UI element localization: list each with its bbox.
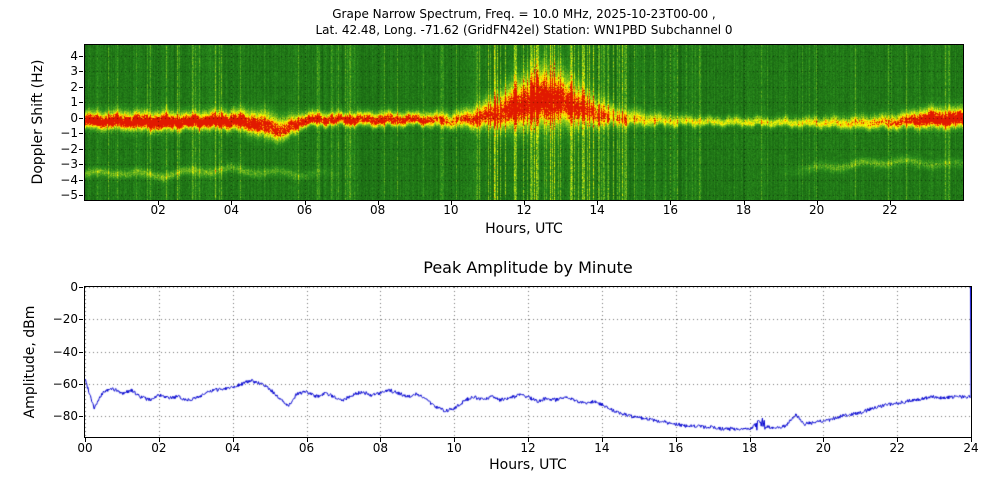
amplitude-xtick-mark: [306, 438, 308, 442]
amplitude-xtick-label: 06: [298, 441, 315, 455]
amplitude-xtick-label: 12: [520, 441, 536, 455]
spectrogram-xtick-mark: [816, 201, 818, 205]
spectrogram-xlabel: Hours, UTC: [485, 221, 563, 237]
spectrogram-xtick-label: 08: [370, 203, 386, 217]
spectrogram-xtick-mark: [597, 201, 599, 205]
amplitude-xtick-mark: [380, 438, 382, 442]
spectrogram-ytick-label: 4: [70, 48, 78, 63]
spectrogram-xtick-mark: [524, 201, 525, 205]
amplitude-xtick-label: 18: [741, 441, 758, 455]
spectrogram-ytick-mark: [79, 71, 83, 73]
amplitude-ytick-mark: [79, 319, 83, 321]
amplitude-title: Peak Amplitude by Minute: [423, 258, 633, 277]
amplitude-xtick-mark: [528, 438, 529, 442]
spectrogram-xtick-mark: [889, 201, 891, 205]
spectrogram-xtick-mark: [670, 201, 672, 205]
spectrogram-plot: [84, 44, 964, 201]
amplitude-ylabel: Amplitude, dBm: [22, 305, 38, 419]
spectrogram-ytick-mark: [79, 133, 83, 135]
spectrogram-ytick-mark: [79, 195, 83, 197]
spectrogram-ytick-label: 1: [70, 95, 78, 110]
spectrogram-xtick-label: 02: [150, 203, 166, 217]
amplitude-ytick-mark: [79, 383, 83, 385]
amplitude-ytick-label: −20: [52, 312, 78, 327]
spectrogram-title-line2: Lat. 42.48, Long. -71.62 (GridFN42el) St…: [315, 23, 733, 37]
spectrogram-ytick-label: −1: [60, 126, 78, 141]
amplitude-xtick-label: 14: [594, 441, 610, 455]
spectrogram-ytick-mark: [79, 148, 83, 150]
amplitude-xtick-label: 00: [77, 441, 93, 455]
spectrogram-xtick-label: 12: [516, 203, 532, 217]
amplitude-xtick-mark: [232, 438, 234, 442]
amplitude-xtick-mark: [897, 438, 899, 442]
amplitude-xtick-mark: [823, 438, 825, 442]
spectrogram-title-line1: Grape Narrow Spectrum, Freq. = 10.0 MHz,…: [332, 7, 716, 21]
amplitude-xtick-label: 22: [889, 441, 905, 455]
spectrogram-ytick-label: −4: [60, 172, 78, 187]
amplitude-xtick-label: 10: [446, 441, 462, 455]
amplitude-xtick-mark: [85, 438, 86, 442]
spectrogram-ytick-label: 3: [70, 64, 78, 79]
amplitude-xtick-label: 24: [963, 441, 979, 455]
spectrogram-ytick-mark: [79, 179, 83, 181]
amplitude-xtick-label: 04: [225, 441, 241, 455]
spectrogram-xtick-label: 22: [882, 203, 898, 217]
spectrogram-ytick-label: 0: [70, 110, 78, 125]
amplitude-plot: [84, 286, 972, 438]
amplitude-ytick-mark: [79, 351, 83, 353]
spectrogram-xtick-label: 04: [223, 203, 239, 217]
spectrogram-xtick-mark: [450, 201, 452, 205]
spectrogram-xtick-label: 20: [809, 203, 825, 217]
spectrogram-xtick-label: 16: [662, 203, 678, 217]
spectrogram-xtick-mark: [304, 201, 306, 205]
amplitude-xtick-mark: [749, 438, 751, 442]
spectrogram-ytick-mark: [79, 102, 83, 104]
amplitude-ytick-label: −40: [52, 344, 78, 359]
spectrogram-xtick-mark: [231, 201, 233, 205]
amplitude-xtick-label: 20: [815, 441, 831, 455]
spectrogram-ytick-label: −2: [60, 141, 78, 156]
amplitude-xtick-label: 08: [372, 441, 388, 455]
spectrogram-ytick-label: −5: [60, 188, 78, 203]
spectrogram-xtick-mark: [377, 201, 379, 205]
amplitude-xtick-mark: [158, 438, 160, 442]
spectrogram-ytick-mark: [79, 117, 83, 119]
amplitude-xtick-mark: [675, 438, 677, 442]
spectrogram-ytick-mark: [79, 86, 83, 88]
amplitude-ytick-label: −60: [52, 376, 78, 391]
spectrogram-xtick-mark: [743, 201, 745, 205]
amplitude-xtick-mark: [601, 438, 603, 442]
spectrogram-xtick-label: 18: [735, 203, 752, 217]
spectrogram-ytick-mark: [79, 164, 83, 166]
amplitude-canvas: [85, 287, 971, 437]
amplitude-xlabel: Hours, UTC: [489, 457, 567, 473]
amplitude-ytick-mark: [79, 416, 83, 418]
amplitude-xtick-label: 02: [151, 441, 167, 455]
spectrogram-xtick-label: 10: [443, 203, 459, 217]
amplitude-xtick-mark: [454, 438, 456, 442]
spectrogram-ytick-label: −3: [60, 157, 78, 172]
spectrogram-xtick-label: 14: [589, 203, 605, 217]
amplitude-ytick-label: 0: [70, 280, 78, 294]
amplitude-xtick-label: 16: [668, 441, 684, 455]
spectrogram-canvas: [85, 45, 963, 200]
amplitude-ytick-label: −80: [52, 409, 78, 424]
spectrogram-ytick-label: 2: [70, 79, 78, 94]
spectrogram-ytick-mark: [79, 55, 83, 57]
amplitude-ytick-mark: [79, 287, 83, 288]
amplitude-xtick-mark: [971, 438, 972, 442]
spectrogram-xtick-label: 06: [296, 203, 313, 217]
spectrogram-xtick-mark: [158, 201, 160, 205]
